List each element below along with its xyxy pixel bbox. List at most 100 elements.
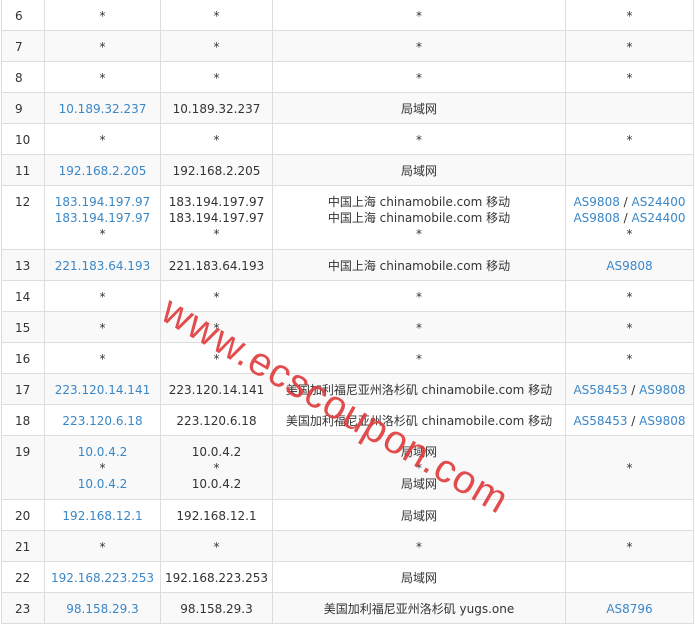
hostname-cell: 223.120.14.141: [160, 373, 273, 405]
ip-cell: 10.189.32.237: [44, 92, 161, 124]
asn-link[interactable]: AS9808: [639, 383, 686, 397]
table-row: 10 * * * *: [1, 123, 694, 155]
asn-link[interactable]: AS58453: [573, 414, 628, 428]
timeout-star: *: [99, 540, 106, 554]
asn-link[interactable]: AS9808: [573, 195, 620, 209]
location-cell: *: [272, 280, 566, 312]
hop-number: 16: [1, 342, 45, 374]
asn-line: *: [568, 132, 691, 148]
asn-cell: *: [565, 280, 694, 312]
asn-link[interactable]: AS9808: [573, 211, 620, 225]
ip-link[interactable]: 223.120.6.18: [62, 414, 143, 428]
location-cell: 局域网: [272, 92, 566, 124]
asn-cell: *: [565, 311, 694, 343]
asn-link[interactable]: AS8796: [606, 602, 653, 616]
ip-cell: *: [44, 123, 161, 155]
location-cell: *: [272, 311, 566, 343]
table-row: 13 221.183.64.193 221.183.64.193 中国上海 china…: [1, 249, 694, 281]
hop-number: 9: [1, 92, 45, 124]
table-row: 15 * * * *: [1, 311, 694, 343]
table-row: 20 192.168.12.1 192.168.12.1 局域网: [1, 499, 694, 531]
asn-cell: *: [565, 435, 694, 500]
hostname: 98.158.29.3: [180, 602, 253, 616]
ip-link[interactable]: 192.168.223.253: [50, 571, 155, 585]
ip-link[interactable]: 10.0.4.2: [77, 445, 128, 459]
location: 美国加利福尼亚州洛杉矶 yugs.one: [323, 602, 515, 616]
ip-cell: *: [44, 30, 161, 62]
hop-number: 15: [1, 311, 45, 343]
asn-line: [568, 476, 691, 492]
hostname: *: [213, 40, 220, 54]
hostname: *: [213, 227, 220, 241]
ip-cell: *: [44, 0, 161, 31]
ip-link[interactable]: 183.194.197.97: [54, 211, 151, 225]
location-cell: *: [272, 342, 566, 374]
timeout-star: *: [626, 321, 633, 335]
hostname: 183.194.197.97: [168, 211, 265, 225]
hostname: 183.194.197.97: [168, 195, 265, 209]
asn-link[interactable]: AS9808: [639, 414, 686, 428]
hostname-cell: *: [160, 123, 273, 155]
asn-line: [568, 101, 691, 117]
location: 局域网: [400, 477, 437, 491]
table-row: 16 * * * *: [1, 342, 694, 374]
hostname-cell: 10.189.32.237: [160, 92, 273, 124]
asn-line: *: [568, 70, 691, 86]
location: *: [416, 352, 422, 366]
hop-number: 14: [1, 280, 45, 312]
asn-link[interactable]: AS24400: [631, 211, 686, 225]
ip-link[interactable]: 192.168.12.1: [62, 509, 143, 523]
hostname: *: [213, 321, 220, 335]
ip-link[interactable]: 221.183.64.193: [54, 259, 151, 273]
table-row: 9 10.189.32.237 10.189.32.237 局域网: [1, 92, 694, 124]
hostname-cell: 192.168.223.253: [160, 561, 273, 593]
hostname: *: [213, 461, 220, 475]
asn-cell: *: [565, 123, 694, 155]
hop-number: 11: [1, 154, 45, 186]
asn-link[interactable]: AS9808: [606, 259, 653, 273]
ip-cell: *: [44, 342, 161, 374]
timeout-star: *: [99, 71, 106, 85]
location: *: [416, 133, 422, 147]
table-row: 6 * * * *: [1, 0, 694, 31]
hostname: *: [213, 133, 220, 147]
ip-link[interactable]: 192.168.2.205: [58, 164, 147, 178]
location: *: [416, 227, 422, 241]
ip-cell: *: [44, 280, 161, 312]
location-cell: *: [272, 123, 566, 155]
location-cell: 局域网: [272, 561, 566, 593]
hostname-cell: *: [160, 311, 273, 343]
ip-link[interactable]: 223.120.14.141: [54, 383, 151, 397]
location: 局域网: [400, 571, 437, 585]
asn-cell: *: [565, 0, 694, 31]
ip-link[interactable]: 10.189.32.237: [58, 102, 147, 116]
asn-link[interactable]: AS58453: [573, 383, 628, 397]
ip-cell: 183.194.197.97 183.194.197.97 *: [44, 185, 161, 250]
location: *: [416, 290, 422, 304]
ip-link[interactable]: 10.0.4.2: [77, 477, 128, 491]
asn-cell: [565, 154, 694, 186]
table-row: 11 192.168.2.205 192.168.2.205 局域网: [1, 154, 694, 186]
asn-line: *: [568, 460, 691, 476]
location: *: [416, 40, 422, 54]
asn-line: AS9808: [568, 258, 691, 274]
ip-link[interactable]: 98.158.29.3: [66, 602, 139, 616]
hostname: 192.168.2.205: [172, 164, 261, 178]
hostname: 10.0.4.2: [191, 445, 242, 459]
hostname-cell: 192.168.2.205: [160, 154, 273, 186]
timeout-star: *: [99, 461, 106, 475]
timeout-star: *: [626, 290, 633, 304]
ip-link[interactable]: 183.194.197.97: [54, 195, 151, 209]
hop-number: 12: [1, 185, 45, 250]
location: 局域网: [400, 164, 437, 178]
asn-cell: AS9808 / AS24400 AS9808 / AS24400 *: [565, 185, 694, 250]
location: *: [416, 321, 422, 335]
timeout-star: *: [626, 540, 633, 554]
asn-line: AS58453 / AS9808: [568, 413, 691, 429]
asn-link[interactable]: AS24400: [631, 195, 686, 209]
asn-cell: AS58453 / AS9808: [565, 404, 694, 436]
timeout-star: *: [626, 227, 633, 241]
ip-cell: 10.0.4.2 * 10.0.4.2: [44, 435, 161, 500]
timeout-star: *: [99, 40, 106, 54]
hostname: *: [213, 352, 220, 366]
